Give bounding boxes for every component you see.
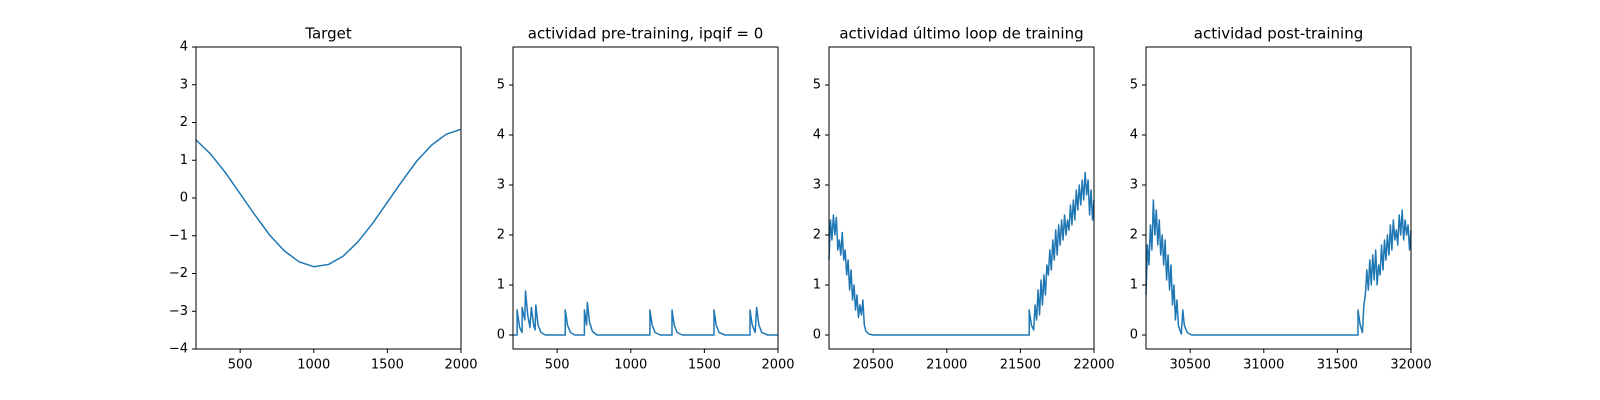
y-tick-label: 4 [1130, 128, 1138, 143]
y-tick-label: 4 [497, 128, 505, 143]
x-tick-label: 2000 [444, 358, 477, 373]
x-tick-label: 20500 [852, 358, 893, 373]
x-tick-label: 500 [545, 358, 570, 373]
y-tick-label: 5 [813, 78, 821, 93]
x-tick-label: 1500 [688, 358, 721, 373]
y-tick-label: −4 [169, 342, 188, 357]
y-tick-label: −2 [169, 266, 188, 281]
axes-frame [1145, 46, 1412, 350]
x-tick-label: 21000 [926, 358, 967, 373]
x-tick-label: 31500 [1317, 358, 1358, 373]
y-tick-label: 2 [1130, 228, 1138, 243]
chart-title: actividad post-training [1194, 25, 1363, 43]
y-tick-label: 2 [813, 228, 821, 243]
y-tick-label: 0 [497, 328, 505, 343]
x-tick-label: 1000 [614, 358, 647, 373]
axes-frame [512, 46, 779, 350]
line [1145, 199, 1412, 336]
chart-title: Target [304, 25, 352, 43]
y-tick-label: −1 [169, 228, 188, 243]
chart-title: actividad pre-training, ipqif = 0 [528, 25, 764, 43]
line [828, 171, 1095, 336]
x-tick-label: 2000 [761, 358, 794, 373]
x-tick-label: 22000 [1073, 358, 1114, 373]
y-tick-label: −3 [169, 304, 188, 319]
x-tick-label: 1000 [297, 358, 330, 373]
x-tick-label: 500 [228, 358, 253, 373]
x-tick-label: 21500 [1000, 358, 1041, 373]
y-tick-label: 3 [497, 178, 505, 193]
x-tick-label: 32000 [1390, 358, 1431, 373]
y-tick-label: 0 [180, 191, 188, 206]
axes-frame [195, 46, 462, 350]
y-tick-label: 3 [180, 77, 188, 92]
y-tick-label: 3 [813, 178, 821, 193]
y-tick-label: 2 [180, 115, 188, 130]
y-tick-label: 1 [180, 153, 188, 168]
y-tick-label: 1 [813, 278, 821, 293]
y-tick-label: 5 [1130, 78, 1138, 93]
y-tick-label: 5 [497, 78, 505, 93]
y-tick-label: 0 [813, 328, 821, 343]
chart-title: actividad último loop de training [839, 25, 1083, 43]
axes-frame [828, 46, 1095, 350]
x-tick-label: 1500 [371, 358, 404, 373]
line [195, 128, 462, 268]
x-tick-label: 31000 [1243, 358, 1284, 373]
y-tick-label: 1 [497, 278, 505, 293]
y-tick-label: 4 [813, 128, 821, 143]
y-tick-label: 2 [497, 228, 505, 243]
line [513, 290, 778, 336]
y-tick-label: 4 [180, 40, 188, 55]
y-tick-label: 3 [1130, 178, 1138, 193]
y-tick-label: 1 [1130, 278, 1138, 293]
x-tick-label: 30500 [1169, 358, 1210, 373]
y-tick-label: 0 [1130, 328, 1138, 343]
